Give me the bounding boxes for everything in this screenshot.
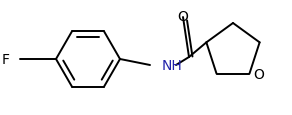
Text: F: F: [2, 53, 10, 66]
Text: NH: NH: [162, 59, 183, 72]
Text: O: O: [178, 10, 188, 24]
Text: O: O: [253, 67, 264, 81]
